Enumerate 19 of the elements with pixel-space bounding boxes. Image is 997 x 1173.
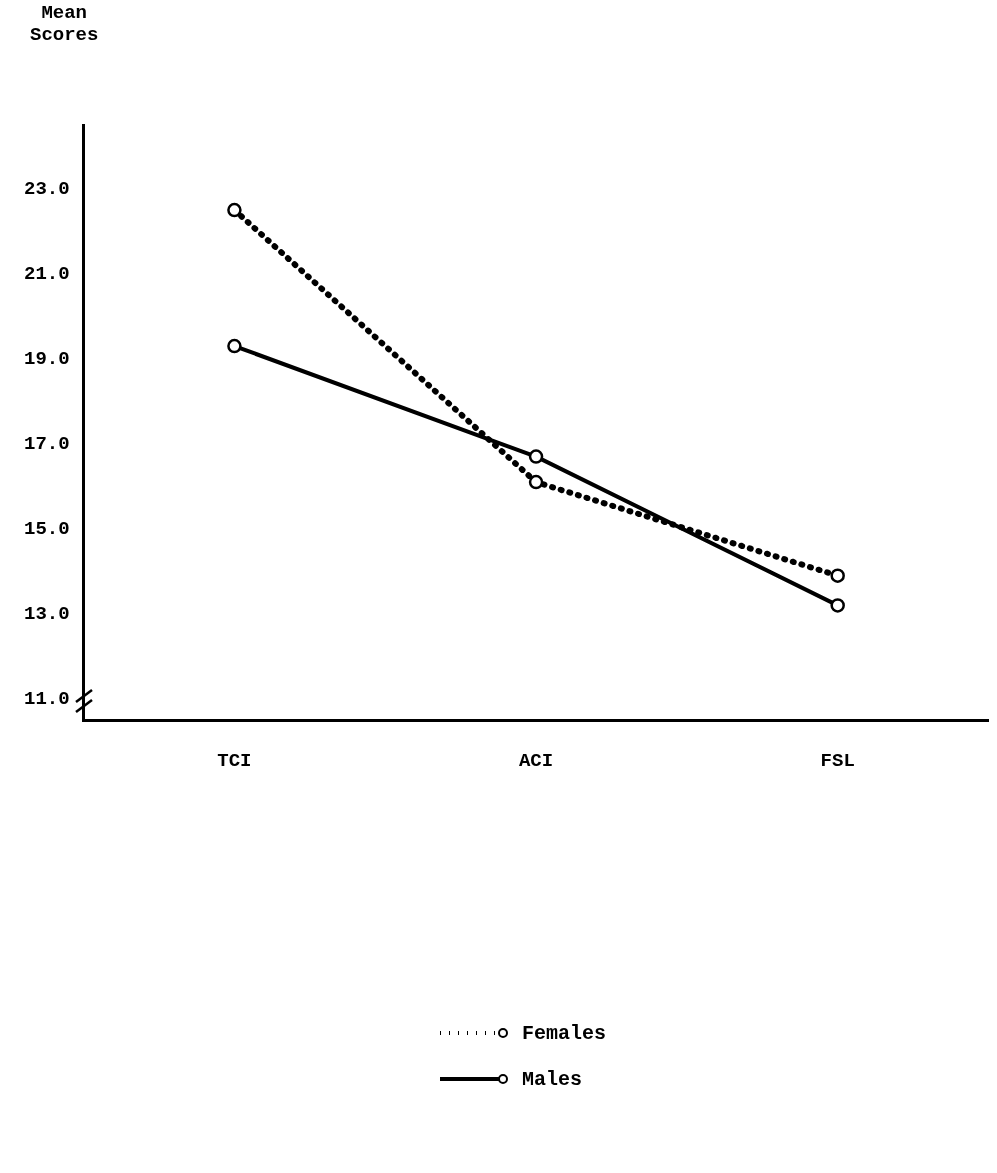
y-tick-label: 11.0 [24,687,70,710]
point [227,202,242,218]
point [830,598,845,613]
point [830,568,845,583]
point [528,449,544,464]
y-tick-label: 15.0 [24,517,70,540]
y-axis-title: Mean Scores [30,2,99,46]
legend-label: Males [522,1067,583,1091]
point [227,338,242,354]
point [528,474,544,490]
x-tick-label: TCI [217,750,252,773]
y-tick-label: 13.0 [24,602,70,625]
y-tick-label: 23.0 [24,177,70,200]
y-tick-label: 21.0 [24,262,70,285]
legend-label: Females [522,1021,607,1045]
y-tick-label: 19.0 [24,347,70,370]
x-tick-label: ACI [518,750,554,773]
x-tick-label: FSL [820,750,855,773]
y-tick-label: 17.0 [24,432,70,455]
